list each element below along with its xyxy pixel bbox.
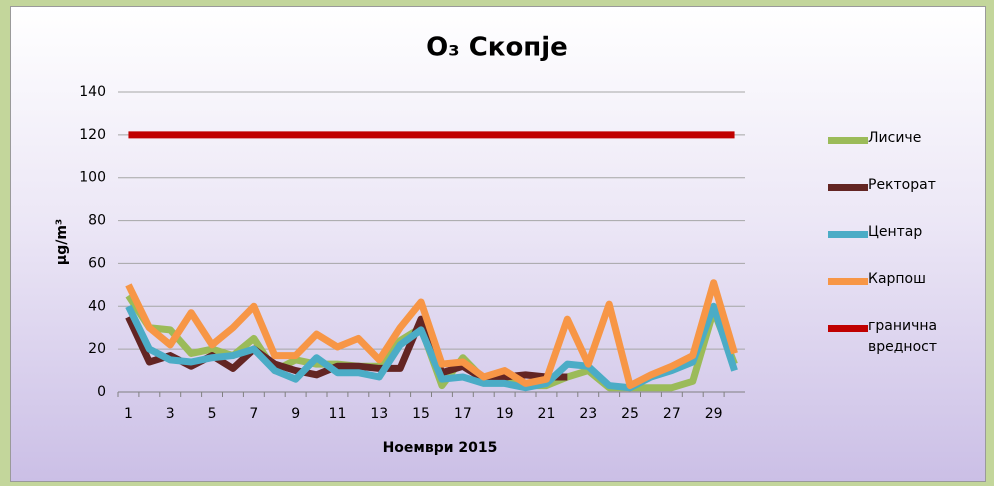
legend-label: гранична вредност [868,318,938,355]
x-tick-label: 27 [663,406,681,422]
x-tick-label: 13 [370,406,388,422]
legend-swatch [828,231,868,238]
legend: Лисиче Ректорат Центар Карпош гранична вредн… [828,128,968,363]
x-tick-label: 17 [454,406,472,422]
legend-label: Лисиче [868,130,922,146]
y-tick-label: 40 [88,298,106,314]
legend-swatch [828,325,868,332]
x-tick-label: 29 [705,406,723,422]
chart-frame [10,6,986,482]
y-tick-label: 100 [79,170,106,186]
legend-item: Центар [828,222,968,269]
y-tick-label: 0 [97,384,106,400]
y-tick-label: 140 [79,84,106,100]
x-tick-label: 21 [538,406,556,422]
x-tick-label: 11 [329,406,347,422]
x-tick-label: 9 [291,406,300,422]
y-axis-label: μg/m³ [54,219,70,265]
x-tick-label: 23 [579,406,597,422]
legend-item: Карпош [828,269,968,316]
legend-label: Карпош [868,271,926,287]
x-tick-label: 7 [249,406,258,422]
x-tick-label: 25 [621,406,639,422]
x-axis-label: Ноември 2015 [383,440,498,456]
y-tick-label: 120 [79,127,106,143]
legend-label: Центар [868,224,923,240]
y-tick-label: 60 [88,255,106,271]
legend-item: Ректорат [828,175,968,222]
x-tick-label: 19 [496,406,514,422]
series-line [125,279,738,390]
x-tick-label: 5 [208,406,217,422]
legend-swatch [828,278,868,285]
x-tick-label: 3 [166,406,175,422]
legend-swatch [828,137,868,144]
y-tick-label: 80 [88,213,106,229]
x-tick-label: 15 [412,406,430,422]
x-tick-label: 1 [124,406,133,422]
legend-label: Ректорат [868,177,936,193]
legend-item: Лисиче [828,128,968,175]
legend-swatch [828,184,868,191]
legend-item: гранична вредност [828,316,968,363]
y-tick-label: 20 [88,341,106,357]
chart-title: O₃ Скопје [426,33,568,63]
